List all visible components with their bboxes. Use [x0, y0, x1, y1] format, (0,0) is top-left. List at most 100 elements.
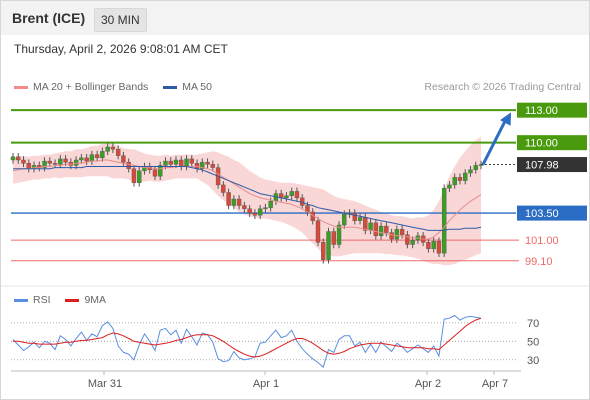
candle-body	[368, 222, 373, 231]
candle-body	[352, 212, 357, 221]
candle-body	[426, 242, 431, 250]
price-legend: MA 20 + Bollinger Bands MA 50	[14, 81, 212, 93]
candle-body	[331, 231, 336, 245]
candle-body	[384, 225, 389, 233]
candle-body	[79, 157, 84, 161]
candle-body	[410, 239, 415, 245]
candle-body	[289, 191, 294, 196]
legend-rsi-ma-label: 9MA	[84, 294, 107, 306]
candle-body	[315, 220, 321, 243]
candle-body	[399, 229, 405, 235]
candle-body	[73, 159, 79, 166]
candle-body	[16, 156, 21, 161]
candle-body	[42, 160, 47, 168]
ma20-swatch-icon	[14, 85, 28, 89]
chart-header: Brent (ICE) 30 MIN	[1, 1, 589, 35]
candle-body	[168, 160, 173, 165]
rsi-tick-30: 30	[527, 355, 539, 367]
candle-body	[189, 158, 194, 164]
candle-body	[342, 213, 347, 226]
candle-body	[47, 160, 53, 164]
candle-body	[268, 200, 273, 208]
candle-body	[473, 165, 478, 170]
ma50-swatch-icon	[163, 85, 178, 89]
last-price-tag	[517, 157, 587, 173]
timestamp: Thursday, April 2, 2026 9:08:01 AM CET	[14, 42, 228, 56]
level-tag-110.00: 110.00	[517, 135, 587, 151]
bollinger-band	[13, 136, 481, 266]
projection-arrow-icon	[500, 112, 511, 126]
timeframe-button[interactable]: 30 MIN	[94, 8, 147, 32]
legend-rsi: RSI	[14, 294, 51, 306]
last-price-label: 107.98	[525, 160, 559, 172]
rsi-swatch-icon	[14, 298, 28, 302]
candle-body	[152, 169, 158, 177]
level-tag-bg	[517, 102, 587, 118]
candle-body	[463, 172, 468, 181]
candle-body	[326, 231, 331, 260]
candle-body	[126, 161, 131, 169]
candles-group	[10, 143, 484, 264]
candle-body	[294, 191, 300, 199]
candle-body	[110, 146, 116, 150]
x-label-apr-2: Apr 2	[415, 378, 441, 390]
level-label-101.00: 101.00	[525, 235, 559, 247]
candle-body	[121, 155, 126, 163]
candle-body	[58, 158, 63, 165]
level-tag-113.00: 113.00	[517, 102, 587, 118]
legend-rsi-label: RSI	[33, 294, 51, 306]
candle-body	[84, 157, 89, 162]
candle-body	[226, 192, 231, 206]
level-tag-bg	[517, 135, 587, 151]
ma50-line	[13, 166, 482, 231]
candle-body	[321, 242, 326, 260]
rsi-tick-70: 70	[527, 318, 539, 330]
candle-body	[284, 195, 289, 199]
level-tag-bg	[517, 205, 587, 221]
candle-body	[389, 232, 394, 240]
candle-body	[184, 158, 189, 167]
candle-body	[194, 163, 200, 169]
candle-body	[468, 169, 473, 174]
legend-ma20-label: MA 20 + Bollinger Bands	[33, 81, 149, 93]
candle-body	[252, 212, 258, 216]
candle-body	[94, 154, 100, 159]
candle-body	[205, 161, 210, 165]
candle-body	[247, 208, 252, 214]
ma20-line	[12, 159, 482, 240]
candle-body	[394, 229, 400, 240]
rsi-legend: RSI 9MA	[14, 294, 106, 306]
candle-body	[431, 241, 436, 250]
level-tag-99.10: 99.10	[525, 256, 553, 268]
instrument-title: Brent (ICE)	[12, 10, 86, 26]
candle-body	[89, 154, 95, 162]
candle-body	[179, 159, 184, 167]
candle-body	[336, 224, 342, 245]
candle-body	[10, 156, 16, 161]
x-label-apr-7: Apr 7	[482, 378, 508, 390]
candle-body	[163, 160, 168, 166]
candle-body	[200, 161, 205, 169]
candle-body	[105, 146, 110, 152]
rsi-tick-50: 50	[527, 336, 539, 348]
legend-rsi-ma: 9MA	[65, 294, 106, 306]
x-label-mar-31: Mar 31	[88, 378, 122, 390]
legend-ma50: MA 50	[163, 81, 212, 93]
level-tag-101.00: 101.00	[525, 235, 559, 247]
candle-body	[21, 159, 26, 164]
candle-body	[405, 234, 410, 245]
candle-body	[447, 184, 452, 189]
legend-ma20-bb: MA 20 + Bollinger Bands	[14, 81, 148, 93]
candle-body	[26, 163, 31, 169]
candle-body	[100, 151, 105, 159]
candle-body	[63, 158, 68, 163]
candle-body	[221, 184, 226, 193]
candle-body	[357, 217, 363, 221]
candle-body	[363, 217, 368, 231]
projection-arrow-shaft	[481, 116, 509, 166]
candle-body	[441, 187, 447, 254]
candle-body	[131, 168, 137, 183]
candle-body	[452, 177, 457, 186]
